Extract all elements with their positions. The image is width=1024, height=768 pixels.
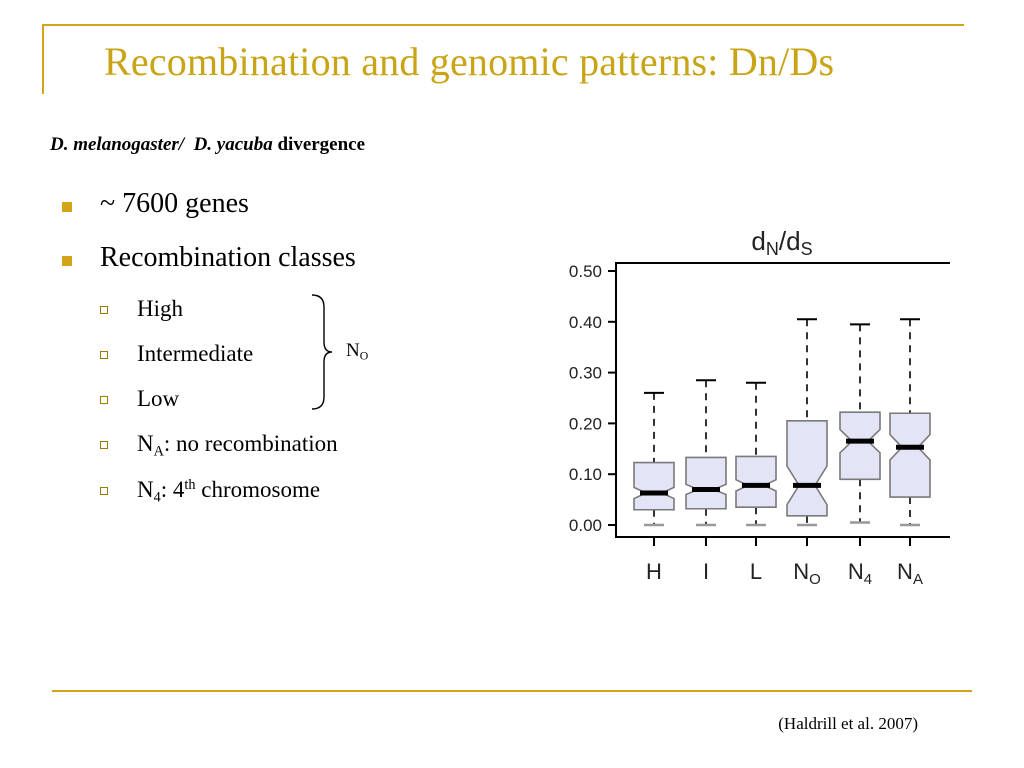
- y-tick-label: 0.40: [569, 313, 602, 332]
- y-tick-label: 0.30: [569, 364, 602, 383]
- x-tick-label: I: [703, 559, 709, 584]
- slide-subtitle: D. melanogaster/ D. yacuba divergence: [50, 134, 365, 156]
- square-bullet-icon: [62, 256, 72, 266]
- box-0: H: [633, 391, 675, 584]
- hollow-square-bullet-icon: [100, 441, 108, 449]
- y-tick-label: 0.50: [569, 262, 602, 281]
- plot-frame: [615, 262, 950, 538]
- sub-bullet-text: Low: [137, 386, 180, 411]
- x-tick-label: N4: [848, 559, 872, 588]
- no-main: N: [346, 340, 360, 361]
- notched-box: [839, 411, 881, 481]
- sub-bullet-text: Intermediate: [137, 341, 254, 366]
- y-tick-label: 0.10: [569, 465, 602, 484]
- hollow-square-bullet-icon: [100, 487, 108, 495]
- bullet-text: Recombination classes: [100, 242, 356, 273]
- no-subscript: O: [359, 349, 369, 363]
- square-bullet-icon: [62, 202, 72, 212]
- n4-main: N: [137, 477, 154, 502]
- subtitle-species-1: D. melanogaster/: [50, 134, 185, 155]
- hollow-square-bullet-icon: [100, 351, 108, 359]
- sub-bullet-text: NA: no recombination: [137, 431, 338, 460]
- subtitle-rest: divergence: [277, 134, 366, 155]
- curly-brace-icon: [311, 294, 333, 410]
- x-tick-label: NA: [897, 559, 923, 588]
- box-2: L: [735, 381, 777, 584]
- notched-box: [889, 412, 931, 498]
- chart-title: dN/dS: [751, 226, 812, 259]
- box-1: I: [685, 379, 727, 584]
- n4-subscript: 4: [153, 489, 161, 506]
- no-brace-label: NO: [346, 340, 368, 364]
- title-rule-top: [42, 24, 964, 26]
- na-subscript: A: [153, 443, 164, 460]
- box-3: NO: [786, 318, 828, 588]
- bullet-text: ~ 7600 genes: [100, 188, 249, 219]
- notched-box: [685, 456, 727, 510]
- slide-title: Recombination and genomic patterns: Dn/D…: [104, 39, 835, 84]
- hollow-square-bullet-icon: [100, 306, 108, 314]
- na-main: N: [137, 431, 154, 456]
- notched-box: [633, 461, 675, 511]
- box-4: N4: [839, 323, 881, 588]
- box-5: NA: [889, 318, 931, 588]
- x-tick-label: H: [646, 559, 662, 584]
- footer-rule: [52, 690, 972, 692]
- x-tick-label: NO: [793, 559, 821, 588]
- dnds-boxplot-chart: dN/dS 0.00 0.10 0.20 0.30 0.40 0.50 H I L NO N4 NA: [569, 226, 950, 588]
- y-tick-label: 0.20: [569, 414, 602, 433]
- sub-bullet-text: N4: 4th chromosome: [137, 477, 320, 506]
- n4-mid: : 4: [160, 477, 185, 502]
- citation: (Haldrill et al. 2007): [778, 714, 918, 733]
- notched-box: [735, 455, 777, 509]
- notched-box: [786, 420, 828, 517]
- x-tick-label: L: [750, 559, 762, 584]
- sub-bullet-text: High: [137, 296, 183, 321]
- n4-rest: chromosome: [195, 477, 321, 502]
- na-rest: : no recombination: [163, 431, 338, 456]
- n4-superscript: th: [184, 477, 196, 494]
- hollow-square-bullet-icon: [100, 396, 108, 404]
- y-tick-label: 0.00: [569, 516, 602, 535]
- subtitle-species-2: D. yacuba: [193, 134, 273, 155]
- title-rule-left: [42, 24, 44, 94]
